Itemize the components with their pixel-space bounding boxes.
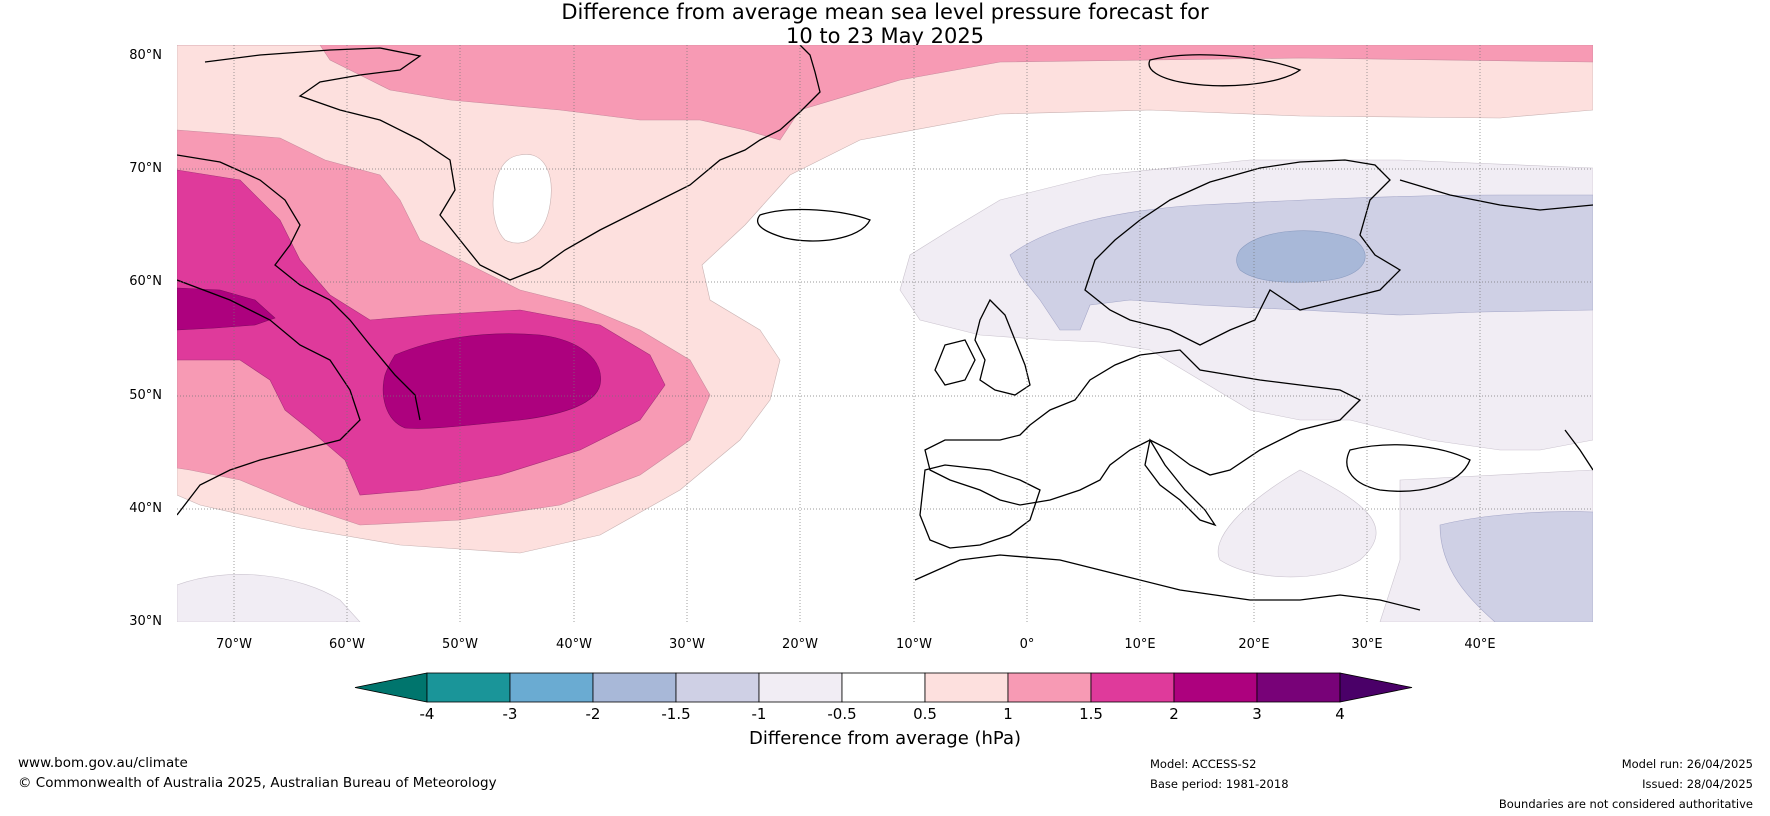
- colorbar-tick-label: 1: [1003, 705, 1013, 723]
- lon-label-10w: 10°W: [896, 637, 932, 652]
- lon-label-0: 0°: [1019, 637, 1035, 652]
- lon-label-30e: 30°E: [1351, 637, 1383, 652]
- colorbar-segment: [426, 672, 511, 703]
- colorbar-extend-high: [1339, 672, 1413, 703]
- colorbar-segment: [841, 672, 926, 703]
- lat-label-60n: 60°N: [129, 274, 162, 289]
- lat-label-80n: 80°N: [129, 48, 162, 63]
- colorbar-tick-label: -1.5: [661, 705, 691, 723]
- coastline-italy: [1144, 438, 1217, 527]
- footer-disclaimer: Boundaries are not considered authoritat…: [1498, 797, 1753, 811]
- coastline-britain: [974, 298, 1031, 396]
- colorbar-tick-label: -0.5: [827, 705, 857, 723]
- lon-label-40e: 40°E: [1464, 637, 1496, 652]
- colorbar-segment: [592, 672, 677, 703]
- colorbar-tick-label: 2: [1169, 705, 1179, 723]
- lon-label-20w: 20°W: [782, 637, 818, 652]
- coastline-europe: [924, 349, 1362, 506]
- coastline-north-africa: [914, 554, 1421, 611]
- map-title-line1: Difference from average mean sea level p…: [561, 0, 1209, 24]
- coastline-labrador: [177, 279, 361, 516]
- lat-label-30n: 30°N: [129, 614, 162, 629]
- coastline-iceland: [757, 208, 871, 242]
- coastline-ireland: [934, 339, 976, 386]
- lon-label-60w: 60°W: [329, 637, 365, 652]
- coastline-caspian: [1564, 429, 1593, 471]
- colorbar-segment: [1090, 672, 1175, 703]
- anomaly-region-2-3: [177, 287, 601, 429]
- colorbar-tick-label: 3: [1252, 705, 1262, 723]
- footer-model: Model: ACCESS-S2: [1150, 757, 1257, 771]
- map-title-line2: 10 to 23 May 2025: [785, 24, 985, 48]
- lon-label-20e: 20°E: [1238, 637, 1270, 652]
- colorbar-tick-label: -1: [751, 705, 767, 723]
- colorbar-segment: [758, 672, 843, 703]
- anomaly-region-neg1.5-neg2: [1236, 230, 1366, 283]
- lon-label-30w: 30°W: [669, 637, 705, 652]
- coastline-black-sea: [1346, 444, 1471, 492]
- colorbar-tick-label: -4: [419, 705, 435, 723]
- colorbar-segment: [509, 672, 594, 703]
- colorbar-tick-label: -3: [502, 705, 518, 723]
- map-field: [177, 45, 1593, 622]
- coastline-baffin: [177, 154, 421, 421]
- lon-label-50w: 50°W: [442, 637, 478, 652]
- colorbar-extend-low: [354, 672, 428, 703]
- coastline-russia-north: [1399, 179, 1593, 211]
- lat-label-40n: 40°N: [129, 501, 162, 516]
- lon-label-40w: 40°W: [556, 637, 592, 652]
- lon-label-10e: 10°E: [1124, 637, 1156, 652]
- colorbar-segment: [924, 672, 1009, 703]
- footer-website[interactable]: www.bom.gov.au/climate: [18, 755, 188, 771]
- lat-label-50n: 50°N: [129, 388, 162, 403]
- coastline-svalbard: [1148, 54, 1302, 87]
- map-title: Difference from average mean sea level p…: [0, 0, 1770, 48]
- footer-copyright: © Commonwealth of Australia 2025, Austra…: [18, 775, 497, 791]
- anomaly-region-neg1-neg1.5: [1009, 194, 1593, 622]
- colorbar-segment: [1256, 672, 1341, 703]
- anomaly-hole-greenland: [492, 154, 552, 244]
- footer-base-period: Base period: 1981-2018: [1150, 777, 1289, 791]
- colorbar-tick-label: 4: [1335, 705, 1345, 723]
- colorbar-segment: [1173, 672, 1258, 703]
- footer-model-run: Model run: 26/04/2025: [1621, 757, 1753, 771]
- lon-label-70w: 70°W: [216, 637, 252, 652]
- colorbar-tick-label: 1.5: [1079, 705, 1103, 723]
- colorbar-tick-label: -2: [585, 705, 601, 723]
- footer-issued: Issued: 28/04/2025: [1642, 777, 1753, 791]
- colorbar-segment: [675, 672, 760, 703]
- coastline-scandinavia: [1084, 159, 1402, 346]
- colorbar-segment: [1007, 672, 1092, 703]
- coastline-iberia: [919, 464, 1041, 549]
- colorbar: [354, 672, 1413, 703]
- coastline-greenland: [204, 45, 821, 281]
- gridlines: [177, 45, 1593, 622]
- lat-label-70n: 70°N: [129, 161, 162, 176]
- colorbar-title: Difference from average (hPa): [748, 728, 1022, 749]
- colorbar-tick-label: 0.5: [913, 705, 937, 723]
- coastlines: [177, 45, 1593, 611]
